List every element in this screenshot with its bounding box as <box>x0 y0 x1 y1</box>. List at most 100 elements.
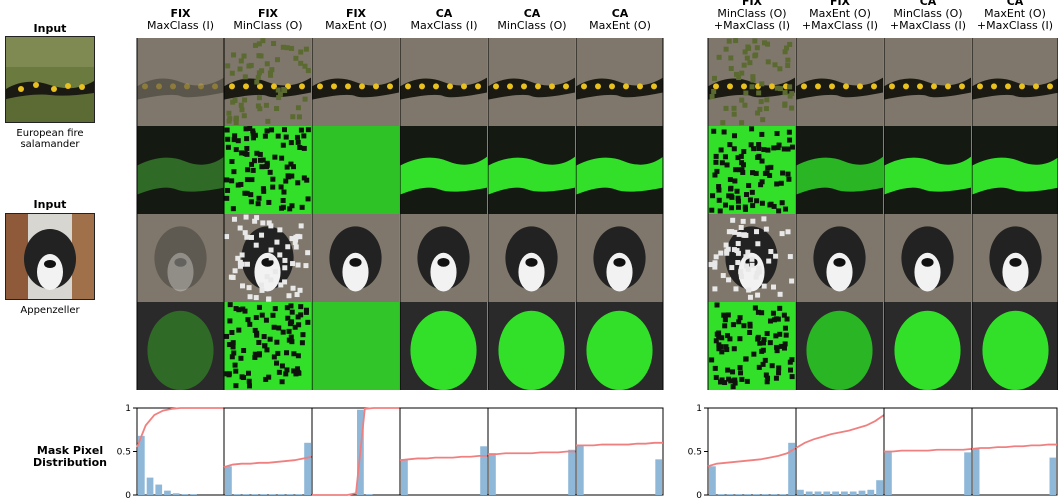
histogram-bar <box>858 490 866 495</box>
grid-cell <box>224 302 311 390</box>
grid-cell <box>224 214 311 302</box>
header-left-2: FIX MinClass (O) <box>233 7 303 32</box>
grid-cell <box>224 38 311 126</box>
panel-frame <box>399 407 489 496</box>
cdf-line <box>707 447 797 468</box>
grid-cell <box>884 126 971 214</box>
histogram-panel <box>971 407 1058 496</box>
input-title-2: Input <box>33 198 67 211</box>
histogram-bar <box>480 446 487 495</box>
y-tick-label: 0 <box>125 491 131 499</box>
header-left-6: CA MaxEnt (O) <box>589 7 651 32</box>
histogram-panel <box>399 407 489 496</box>
histogram-bar <box>1049 457 1056 495</box>
histogram-bar <box>753 494 760 495</box>
grid-cell <box>884 302 971 390</box>
grid-cell <box>972 302 1058 390</box>
histogram-bar <box>832 491 839 495</box>
y-tick-label: 0.5 <box>117 448 131 458</box>
histogram-bar <box>770 494 778 495</box>
histogram-bar <box>805 491 813 495</box>
grid-cell <box>576 126 663 214</box>
histogram-bar <box>164 490 171 495</box>
grid-cell <box>708 38 795 126</box>
histogram-bar <box>814 491 822 495</box>
histogram-bar <box>365 494 373 495</box>
input-image-dog <box>5 213 95 300</box>
histogram-bar <box>867 489 875 495</box>
panel-frame <box>707 407 797 496</box>
panel-frame <box>311 407 401 496</box>
cdf-line <box>884 447 973 453</box>
grid-cell <box>576 38 663 126</box>
y-tick-label: 0 <box>696 491 702 499</box>
histogram-bar <box>401 459 408 495</box>
cdf-line <box>136 407 224 448</box>
header-right-2: FIX MaxEnt (O) +MaxClass (I) <box>801 0 879 32</box>
grid-cell <box>972 38 1058 126</box>
histogram-panel <box>223 407 313 496</box>
histogram-bar <box>823 491 831 495</box>
histogram-panel <box>575 407 664 496</box>
histogram-bar <box>225 466 232 495</box>
histogram-bar <box>655 459 662 495</box>
cdf-line <box>399 454 488 462</box>
histogram-bar <box>568 449 575 495</box>
histogram-bar <box>190 494 197 495</box>
histogram-bar <box>709 466 716 495</box>
grid-cell <box>137 214 224 302</box>
panel-frame <box>575 407 664 496</box>
histogram-bar <box>181 494 189 495</box>
input-caption-2: Appenzeller <box>20 305 80 316</box>
grid-cell <box>796 302 883 390</box>
histogram-panel <box>795 407 885 496</box>
grid-cell <box>488 126 575 214</box>
grid-cell <box>488 214 575 302</box>
panel-frame <box>971 407 1058 496</box>
input-image-salamander <box>5 36 95 123</box>
grid-cell <box>488 302 575 390</box>
histogram-bar <box>577 445 584 495</box>
histogram-panel <box>487 407 577 496</box>
grid-cell <box>576 214 663 302</box>
grid-cell <box>400 214 487 302</box>
histogram-panel <box>311 407 401 496</box>
header-left-5: CA MinClass (O) <box>497 7 567 32</box>
grid-cell <box>708 126 795 214</box>
histogram-bar <box>726 494 734 495</box>
grid-cell <box>796 38 883 126</box>
grid-cell <box>400 38 487 126</box>
grid-cell <box>972 126 1058 214</box>
header-left-3: FIX MaxEnt (O) <box>325 7 387 32</box>
histogram-bar <box>489 453 496 495</box>
cdf-line <box>488 450 576 456</box>
histogram-bar <box>138 435 145 495</box>
grid-cell <box>224 126 311 214</box>
histogram-panel <box>883 407 973 496</box>
grid-cell <box>312 126 399 214</box>
grid-cell <box>137 126 224 214</box>
grid-cell <box>400 126 487 214</box>
cdf-line <box>312 407 400 496</box>
grid-cell <box>884 38 971 126</box>
grid-cell <box>708 302 795 390</box>
distribution-label: Mask Pixel Distribution <box>32 444 108 469</box>
histogram-bar <box>260 494 267 495</box>
histogram-bar <box>797 489 804 495</box>
grid-cell <box>708 214 795 302</box>
histogram-bar <box>233 494 241 495</box>
histogram-bar <box>286 494 294 495</box>
grid-cell <box>312 302 399 390</box>
histogram-bar <box>973 448 980 495</box>
histogram-bar <box>964 452 971 495</box>
grid-cell <box>137 302 224 390</box>
histogram-bar <box>242 494 250 495</box>
panel-frame <box>795 407 885 496</box>
header-right-1: FIX MinClass (O) +MaxClass (I) <box>713 0 791 32</box>
panel-frame <box>223 407 313 496</box>
grid-cell <box>312 38 399 126</box>
grid-cell <box>137 38 224 126</box>
histogram-bar <box>277 494 285 495</box>
cdf-line <box>795 414 885 449</box>
